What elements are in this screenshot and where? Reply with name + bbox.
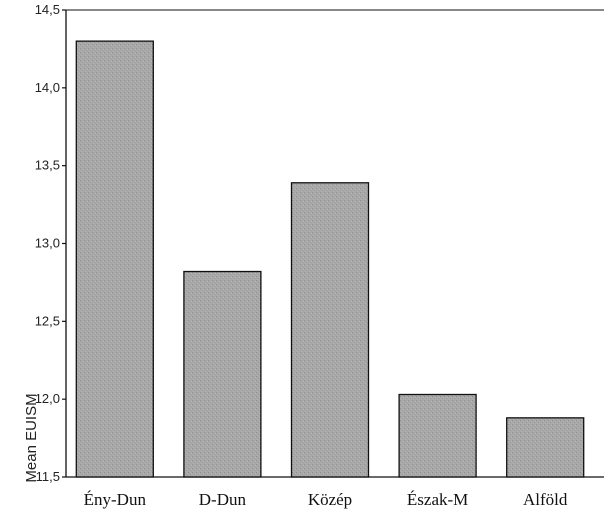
x-category-label: Alföld [523,490,568,509]
y-axis-ticks: 11,5 12,0 12,5 13,0 13,5 14,0 14,5 [35,2,66,484]
y-tick-label: 13,0 [35,236,60,251]
y-tick-label: 14,5 [35,2,60,17]
y-tick-label: 13,5 [35,158,60,173]
x-category-label: D-Dun [199,490,247,509]
x-category-label: Ény-Dun [84,490,147,509]
x-category-label: Észak-M [407,490,468,509]
bar [183,270,262,478]
bar [75,40,154,478]
y-tick-label: 11,5 [36,469,60,484]
x-category-label: Közép [308,490,352,509]
bar [290,182,370,478]
bar [506,417,585,478]
x-axis-labels: Ény-Dun D-Dun Közép Észak-M Alföld [84,490,568,509]
bar [398,393,477,478]
y-tick-label: 12,5 [35,313,60,328]
y-tick-label: 12,0 [35,391,60,406]
bars [75,40,585,478]
y-axis-title: Mean EUISM [23,393,40,482]
y-tick-label: 14,0 [35,80,60,95]
